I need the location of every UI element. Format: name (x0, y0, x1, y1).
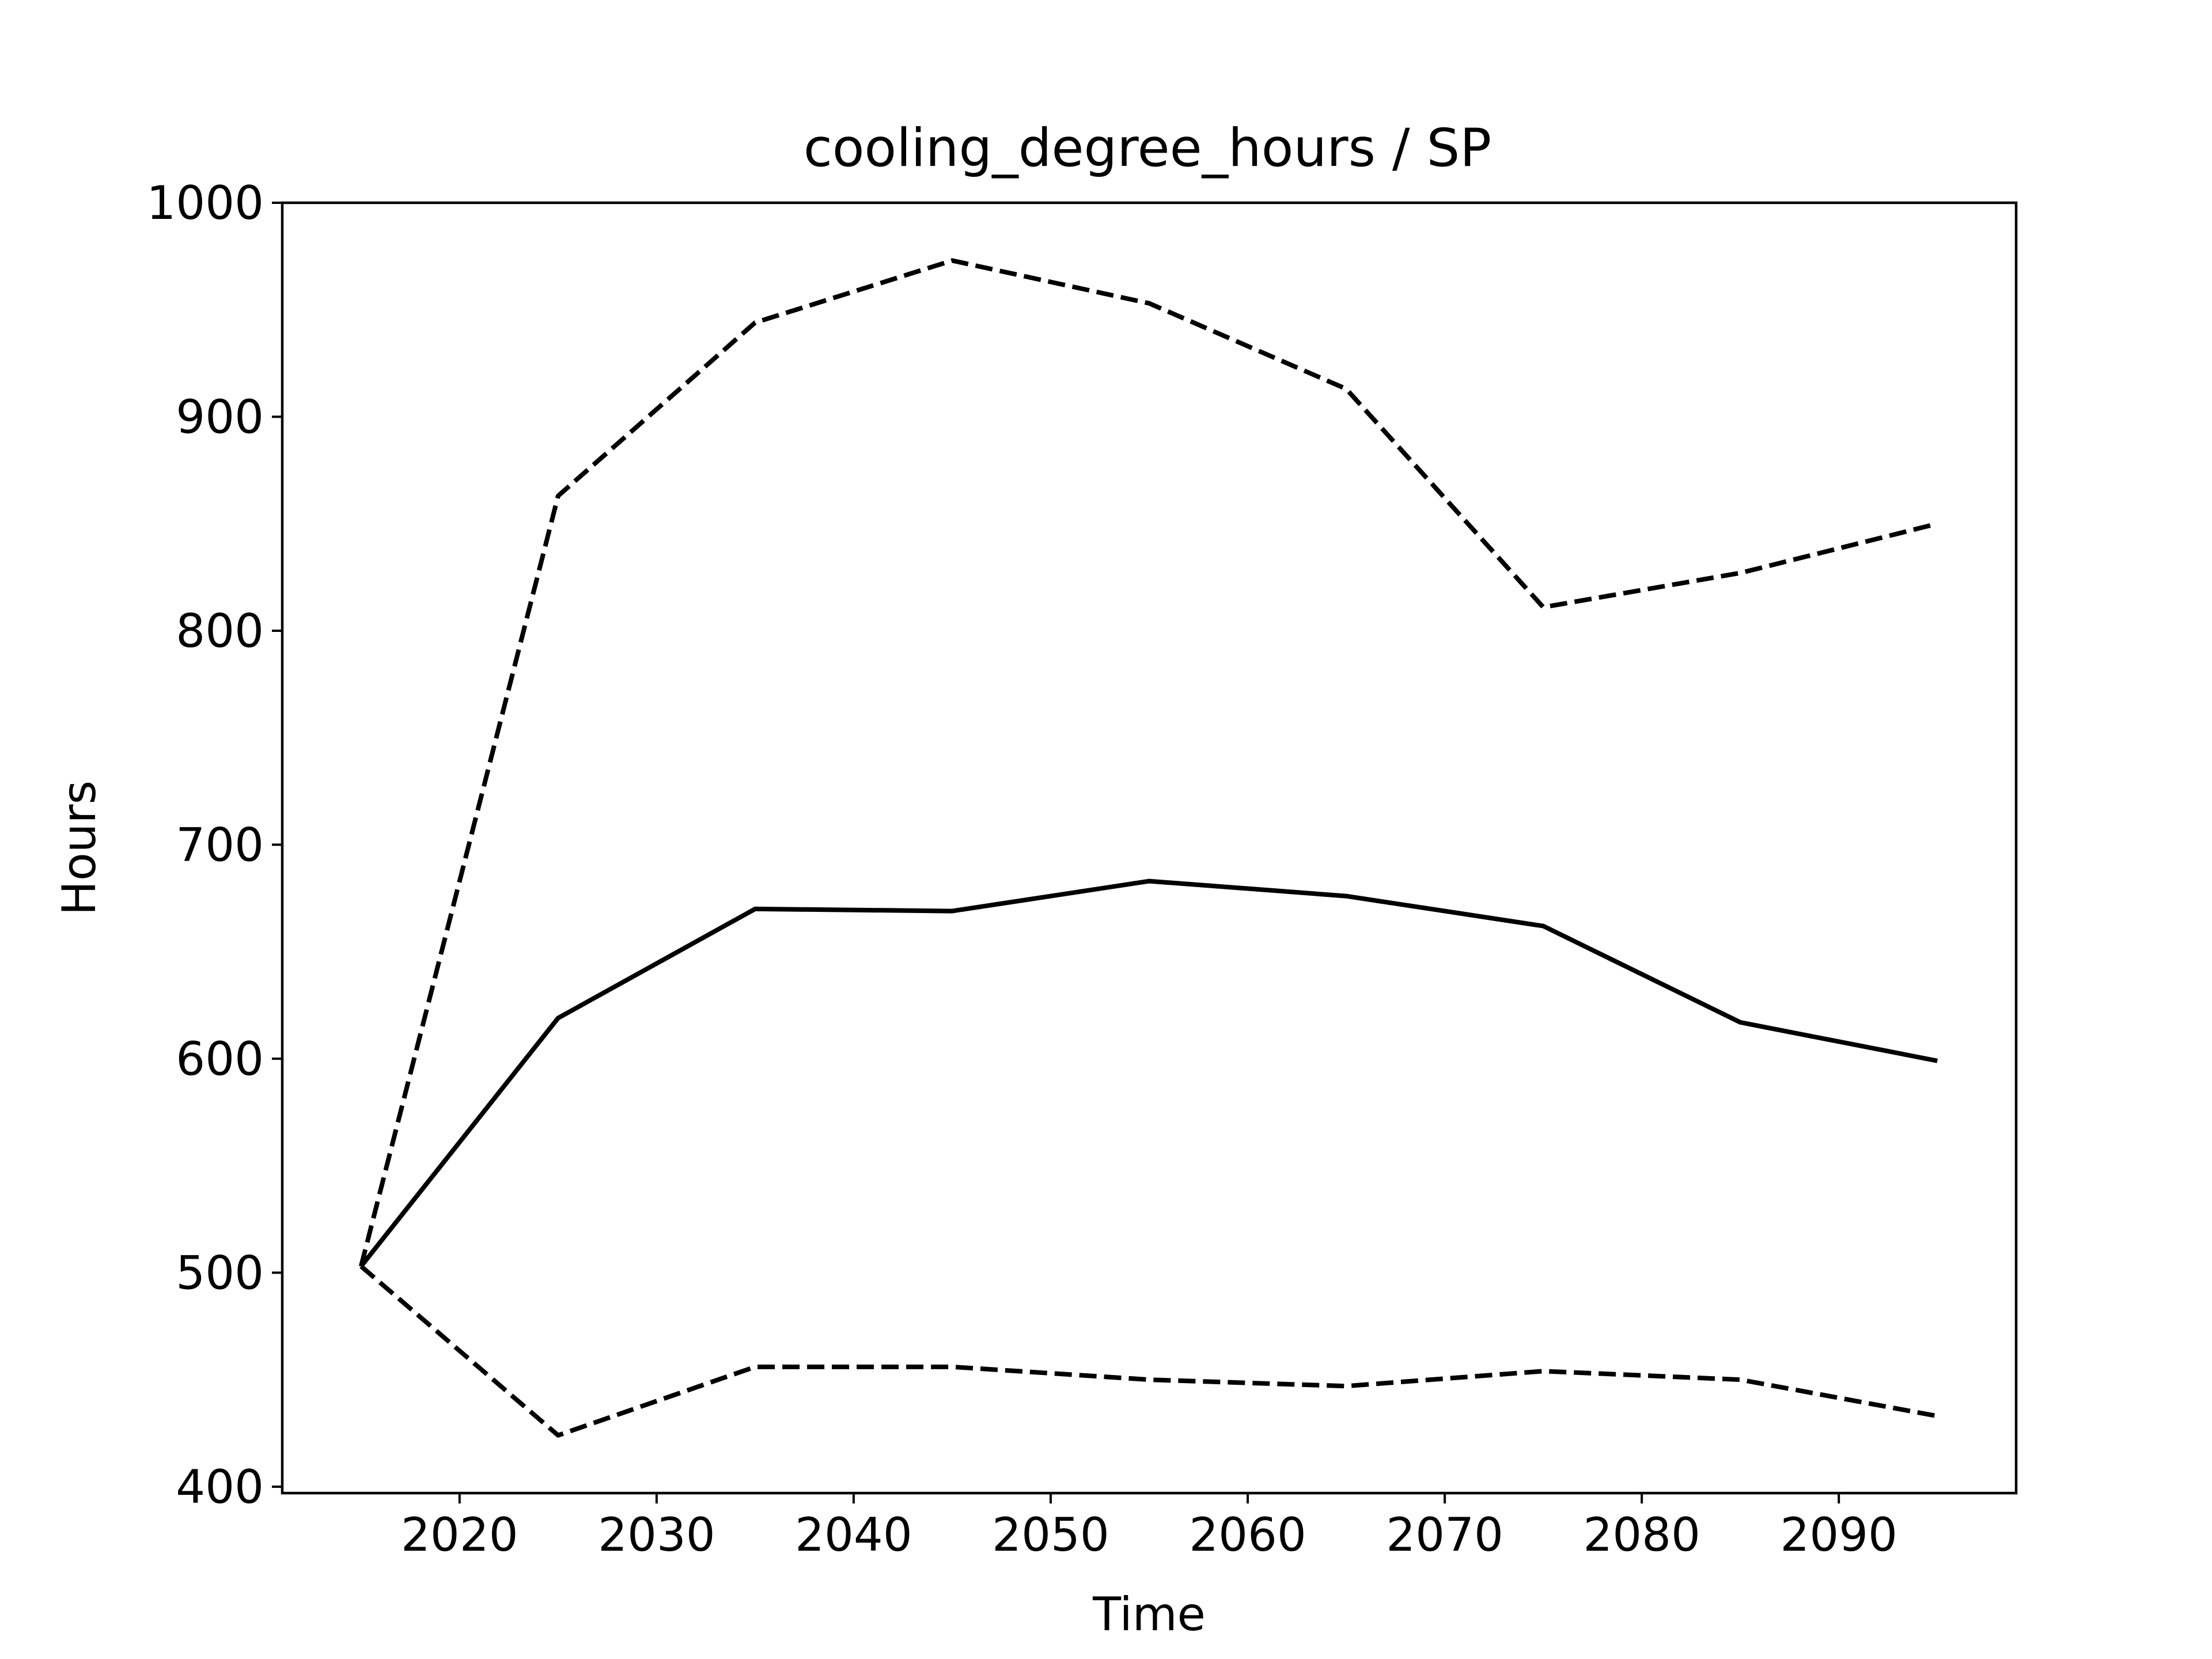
x-tick-label: 2020 (401, 1508, 518, 1562)
series-line-1-dashed (358, 258, 1938, 1267)
x-tick-label: 2040 (795, 1508, 912, 1562)
axes-layer: 2020 2030 2040 2050 2060 2070 2080 2090 400 500 60… (146, 176, 1897, 1562)
y-tick-label: 1000 (146, 176, 264, 230)
y-tick-label: 500 (176, 1246, 264, 1300)
x-axis-label: Time (1092, 1588, 1206, 1641)
series-line-2-solid (359, 878, 1938, 1268)
x-tick-label: 2070 (1386, 1508, 1503, 1562)
y-tick-label: 900 (176, 390, 264, 444)
x-tick-label: 2080 (1583, 1508, 1700, 1562)
chart-title: cooling_degree_hours / SP (804, 118, 1491, 179)
plot-frame (281, 201, 2018, 1495)
y-tick-label: 800 (176, 604, 264, 658)
x-tick-label: 2090 (1780, 1508, 1897, 1562)
series-line-3-dashed (359, 1264, 1938, 1438)
series-layer (358, 258, 1938, 1438)
y-tick-label: 600 (176, 1032, 264, 1086)
y-axis-label: Hours (52, 781, 106, 915)
x-tick-label: 2030 (598, 1508, 715, 1562)
y-tick-label: 400 (176, 1460, 264, 1514)
x-tick-label: 2060 (1189, 1508, 1306, 1562)
x-tick-label: 2050 (992, 1508, 1109, 1562)
y-tick-label: 700 (176, 818, 264, 872)
